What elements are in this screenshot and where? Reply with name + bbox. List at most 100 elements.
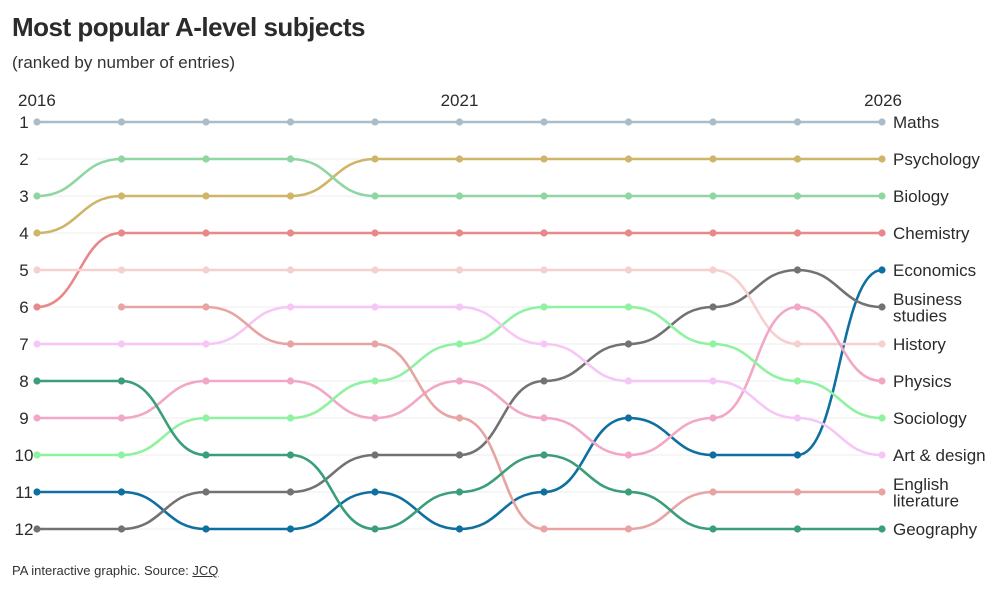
data-point xyxy=(33,266,41,274)
source-text: PA interactive graphic. Source: xyxy=(12,563,193,578)
source-link[interactable]: JCQ xyxy=(192,563,219,578)
data-point xyxy=(878,155,886,163)
data-point xyxy=(286,192,295,200)
data-point xyxy=(117,377,126,385)
data-point xyxy=(793,229,802,237)
series-label: History xyxy=(893,335,946,354)
x-tick-label: 2016 xyxy=(18,91,56,110)
data-point xyxy=(33,451,41,459)
series-label: Geography xyxy=(893,520,978,539)
series-labels: Maths Psychology Biology Chemistry Economics… xyxy=(893,113,986,539)
data-point xyxy=(540,155,548,163)
data-point xyxy=(455,118,464,126)
data-point xyxy=(540,340,548,348)
data-point xyxy=(793,525,802,533)
series-line xyxy=(35,157,884,198)
y-tick-label: 9 xyxy=(19,409,28,428)
data-point xyxy=(33,192,41,200)
data-point xyxy=(455,377,464,385)
series-line xyxy=(35,157,884,235)
data-point xyxy=(286,266,295,274)
data-point xyxy=(540,488,548,496)
data-point xyxy=(371,155,379,163)
data-point xyxy=(793,266,802,274)
chart-title: Most popular A-level subjects xyxy=(12,12,365,42)
y-tick-label: 4 xyxy=(19,224,28,243)
data-point xyxy=(878,414,886,422)
data-point xyxy=(202,192,210,200)
data-point xyxy=(371,266,379,274)
data-point xyxy=(202,340,210,348)
data-point xyxy=(540,525,548,533)
series-label: Physics xyxy=(893,372,952,391)
data-point xyxy=(624,340,633,348)
data-point xyxy=(202,451,210,459)
series-line xyxy=(35,268,884,346)
data-point xyxy=(286,155,295,163)
y-tick-label: 2 xyxy=(19,150,28,169)
data-point xyxy=(286,229,295,237)
data-point xyxy=(624,192,633,200)
data-point xyxy=(117,414,126,422)
data-point xyxy=(286,377,295,385)
data-point xyxy=(878,488,886,496)
data-point xyxy=(709,303,717,311)
data-point xyxy=(286,118,295,126)
y-tick-label: 7 xyxy=(19,335,28,354)
data-point xyxy=(540,266,548,274)
data-point xyxy=(202,229,210,237)
data-point xyxy=(117,451,126,459)
data-point xyxy=(117,192,126,200)
data-point xyxy=(33,229,41,237)
data-point xyxy=(878,266,886,274)
data-point xyxy=(202,414,210,422)
data-point xyxy=(878,118,886,126)
data-point xyxy=(793,192,802,200)
data-point xyxy=(371,340,379,348)
data-point xyxy=(624,118,633,126)
series-points xyxy=(33,118,886,533)
data-point xyxy=(202,266,210,274)
data-point xyxy=(624,266,633,274)
data-point xyxy=(117,118,126,126)
data-point xyxy=(709,377,717,385)
data-point xyxy=(709,229,717,237)
data-point xyxy=(793,155,802,163)
data-point xyxy=(709,192,717,200)
data-point xyxy=(878,340,886,348)
data-point xyxy=(33,525,41,533)
series-label: Art & design xyxy=(893,446,986,465)
data-point xyxy=(455,229,464,237)
data-point xyxy=(33,303,41,311)
series-label: literature xyxy=(893,491,959,510)
data-point xyxy=(540,451,548,459)
x-tick-label: 2026 xyxy=(864,91,902,110)
series-label: studies xyxy=(893,306,947,325)
data-point xyxy=(878,377,886,385)
data-point xyxy=(371,414,379,422)
data-point xyxy=(286,525,295,533)
data-point xyxy=(286,451,295,459)
data-point xyxy=(878,303,886,311)
data-point xyxy=(371,192,379,200)
data-point xyxy=(286,414,295,422)
data-point xyxy=(540,303,548,311)
data-point xyxy=(117,303,126,311)
series-label: Sociology xyxy=(893,409,967,428)
data-point xyxy=(117,155,126,163)
data-point xyxy=(793,488,802,496)
data-point xyxy=(540,414,548,422)
data-point xyxy=(709,451,717,459)
series-line xyxy=(120,305,884,531)
data-point xyxy=(202,118,210,126)
data-point xyxy=(540,118,548,126)
x-tick-label: 2021 xyxy=(441,91,479,110)
data-point xyxy=(624,451,633,459)
series-line xyxy=(35,305,884,457)
data-point xyxy=(455,451,464,459)
y-tick-label: 12 xyxy=(15,520,34,539)
data-point xyxy=(793,340,802,348)
data-point xyxy=(540,377,548,385)
